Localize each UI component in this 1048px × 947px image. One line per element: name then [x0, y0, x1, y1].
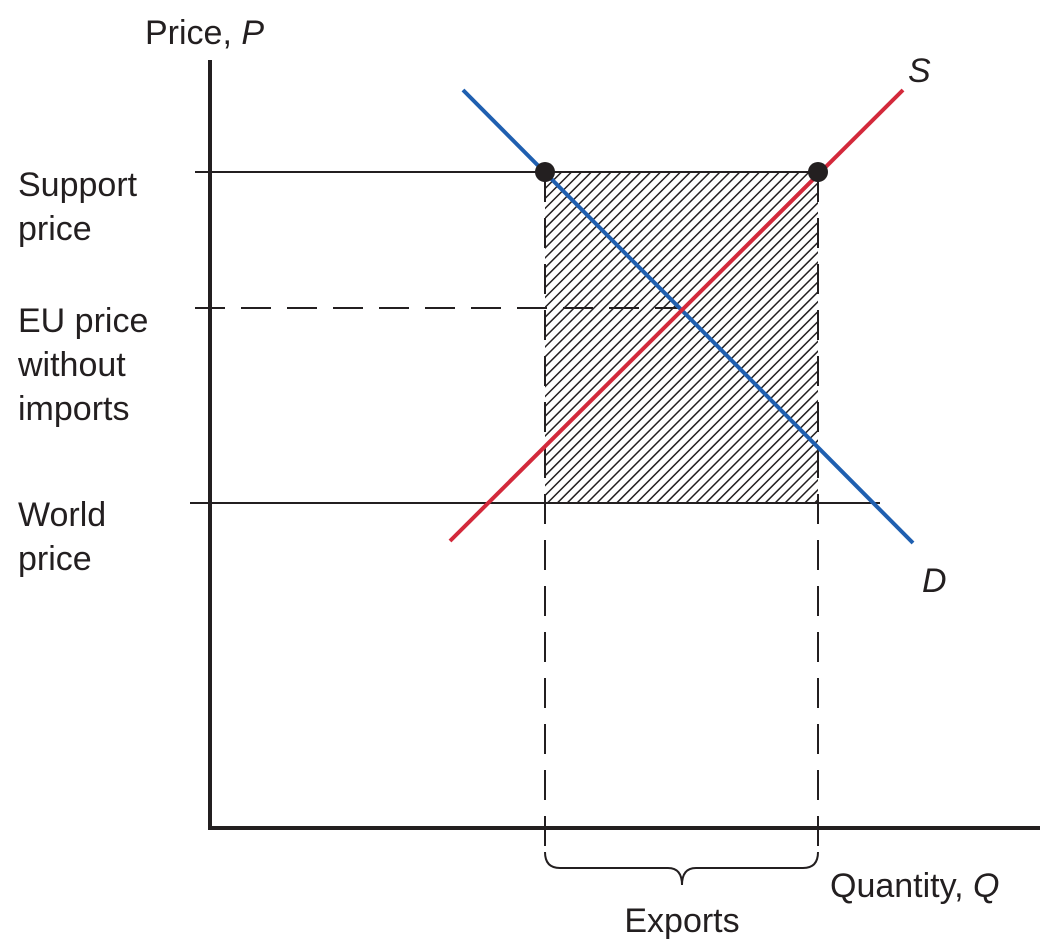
x-axis-symbol: Q	[973, 867, 999, 905]
price-label: Support	[18, 166, 138, 204]
supply-curve	[448, 88, 905, 543]
price-label: EU price	[18, 302, 148, 340]
price-label: World	[18, 496, 106, 534]
point	[808, 162, 828, 182]
y-axis-label-text: Price,	[145, 14, 241, 52]
exports-brace	[544, 851, 819, 886]
exports-label: Exports	[624, 902, 739, 940]
price-label: price	[18, 540, 92, 578]
y-axis-label: Price, P	[145, 14, 264, 52]
point	[535, 162, 555, 182]
price-label: without	[17, 346, 126, 384]
price-label: price	[18, 210, 92, 248]
x-axis-label-text: Quantity,	[830, 867, 973, 905]
shaded-area	[545, 172, 818, 503]
y-axis-symbol: P	[241, 14, 264, 52]
price-label: imports	[18, 390, 129, 428]
x-axis-label: Quantity, Q	[830, 867, 999, 905]
demand-label: D	[922, 562, 947, 600]
supply-label: S	[908, 52, 931, 90]
